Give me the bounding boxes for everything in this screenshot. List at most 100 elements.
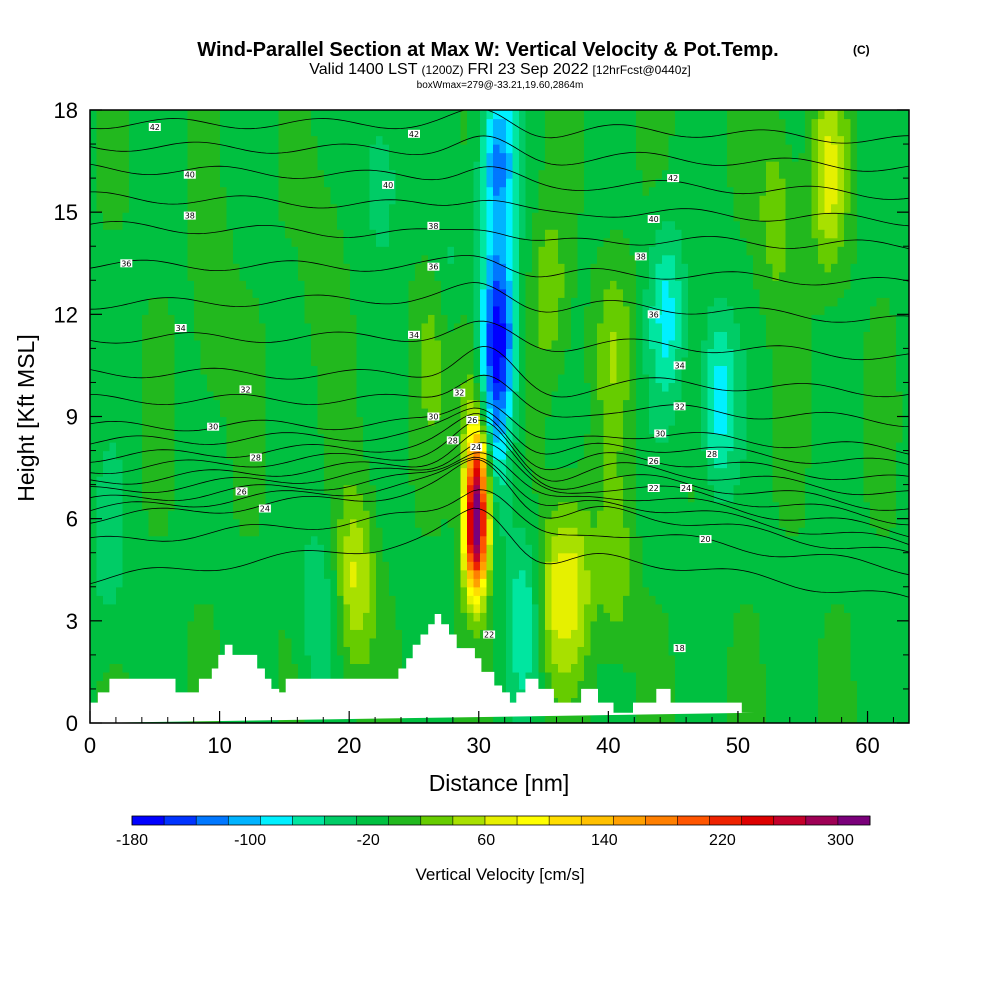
w-cell: [265, 127, 273, 137]
w-cell: [512, 680, 520, 690]
w-cell: [324, 484, 332, 494]
w-cell: [473, 450, 481, 460]
w-cell: [415, 450, 423, 460]
w-cell: [408, 305, 416, 315]
w-cell: [233, 110, 241, 120]
w-cell: [441, 288, 449, 298]
w-cell: [246, 459, 254, 469]
w-cell: [129, 476, 137, 486]
w-cell: [428, 501, 436, 511]
w-cell: [129, 442, 137, 452]
w-cell: [233, 237, 241, 247]
w-cell: [467, 390, 475, 401]
w-cell: [265, 612, 273, 622]
w-cell: [109, 527, 117, 537]
w-cell: [486, 297, 494, 307]
w-cell: [415, 322, 423, 332]
w-cell: [272, 305, 280, 315]
w-cell: [142, 612, 150, 622]
w-cell: [350, 510, 358, 520]
w-cell: [317, 271, 325, 281]
w-cell: [532, 203, 540, 213]
w-cell: [486, 203, 494, 213]
w-cell: [454, 510, 462, 520]
w-cell: [330, 493, 338, 503]
w-cell: [239, 603, 247, 613]
w-cell: [116, 586, 124, 596]
w-cell: [311, 654, 319, 664]
w-cell: [272, 339, 280, 349]
w-cell: [220, 510, 228, 520]
w-cell: [454, 620, 462, 630]
w-cell: [343, 561, 351, 571]
w-cell: [135, 518, 143, 528]
w-cell: [109, 671, 117, 682]
w-cell: [122, 450, 130, 460]
w-cell: [109, 271, 117, 281]
w-cell: [467, 127, 475, 137]
w-cell: [161, 510, 169, 520]
w-cell: [486, 416, 494, 426]
w-cell: [363, 459, 371, 469]
w-cell: [239, 476, 247, 486]
w-cell: [181, 220, 189, 230]
w-cell: [233, 544, 241, 554]
w-cell: [376, 535, 384, 545]
w-cell: [402, 263, 410, 273]
w-cell: [161, 646, 169, 656]
w-cell: [200, 578, 208, 588]
w-cell: [337, 161, 345, 171]
w-cell: [395, 339, 403, 349]
w-cell: [480, 373, 488, 384]
w-cell: [96, 629, 104, 639]
w-cell: [382, 569, 390, 579]
w-cell: [415, 220, 423, 230]
w-cell: [200, 603, 208, 613]
w-cell: [473, 110, 481, 120]
w-cell: [272, 450, 280, 460]
w-cell: [512, 654, 520, 664]
w-cell: [369, 535, 377, 545]
w-cell: [473, 135, 481, 145]
w-cell: [441, 407, 449, 418]
w-cell: [142, 450, 150, 460]
w-cell: [174, 178, 182, 188]
w-cell: [233, 552, 241, 562]
w-cell: [454, 212, 462, 222]
w-cell: [441, 186, 449, 196]
w-cell: [148, 612, 156, 622]
w-cell: [389, 144, 397, 154]
w-cell: [239, 161, 247, 171]
w-cell: [226, 161, 234, 171]
w-cell: [376, 254, 384, 264]
w-cell: [109, 493, 117, 503]
w-cell: [96, 339, 104, 349]
w-cell: [291, 390, 299, 401]
w-cell: [389, 561, 397, 571]
w-cell: [168, 544, 176, 554]
w-cell: [512, 688, 520, 699]
w-cell: [356, 280, 364, 290]
w-cell: [486, 305, 494, 315]
w-cell: [233, 612, 241, 622]
w-cell: [90, 459, 98, 469]
w-cell: [304, 195, 312, 205]
w-cell: [389, 203, 397, 213]
w-cell: [291, 186, 299, 196]
w-cell: [356, 339, 364, 349]
w-cell: [90, 322, 98, 332]
w-cell: [207, 450, 215, 460]
w-cell: [324, 620, 332, 630]
w-cell: [473, 535, 481, 545]
w-cell: [246, 535, 254, 545]
w-cell: [415, 348, 423, 358]
w-cell: [421, 348, 429, 358]
w-cell: [96, 425, 104, 435]
w-cell: [415, 501, 423, 511]
w-cell: [259, 288, 267, 298]
w-cell: [506, 714, 514, 723]
w-cell: [226, 314, 234, 324]
w-cell: [155, 595, 163, 605]
w-cell: [161, 203, 169, 213]
w-cell: [168, 322, 176, 332]
